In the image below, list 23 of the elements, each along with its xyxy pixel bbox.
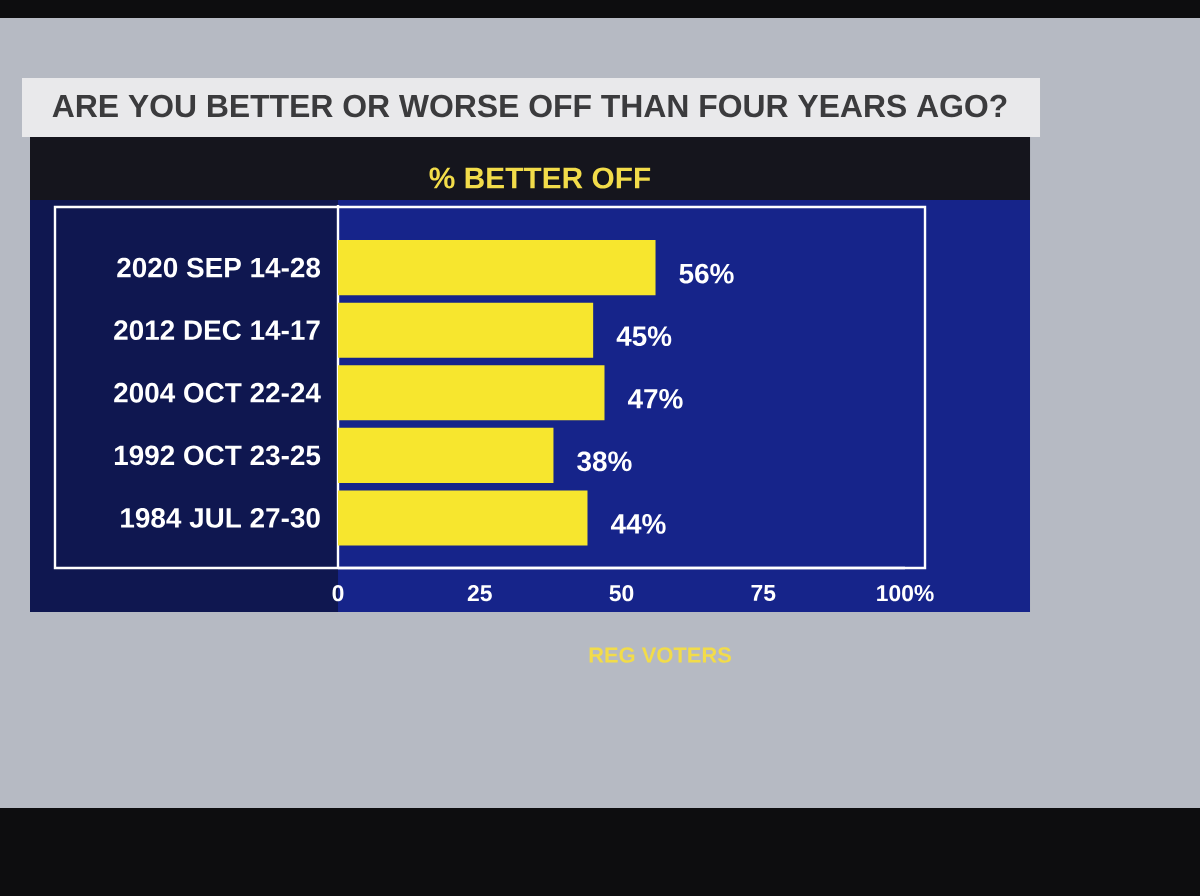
y-tick-label: 2004 OCT 22-24	[114, 382, 321, 403]
x-tick-label: 75	[751, 585, 776, 602]
data-label: 44%	[610, 514, 666, 534]
x-tick-label: 100%	[877, 585, 934, 602]
bar	[338, 490, 588, 546]
data-label: 56%	[679, 263, 734, 284]
y-tick-label: 2012 DEC 14-17	[114, 320, 320, 341]
bar	[338, 427, 554, 483]
chart-subtitle: % BETTER OFF	[429, 167, 651, 189]
bar	[338, 240, 656, 296]
data-label: 47%	[627, 388, 683, 409]
y-tick-label: 1992 OCT 23-25	[114, 445, 321, 466]
bar	[338, 365, 605, 421]
text: REG VOTERS	[589, 647, 731, 663]
y-tick-label: 1984 JUL 27-30	[121, 508, 320, 528]
data-label: 45%	[616, 326, 672, 347]
bar	[338, 302, 594, 358]
x-tick-label: 50	[609, 585, 634, 602]
x-tick-label: 25	[467, 585, 492, 602]
y-tick-label: 2020 SEP 14-28	[117, 257, 321, 278]
data-label: 38%	[577, 451, 632, 472]
chart-title: ARE YOU BETTER OR WORSE OFF THAN FOUR YEARS AGO?	[52, 94, 1007, 118]
x-tick-label: 0	[332, 585, 344, 602]
